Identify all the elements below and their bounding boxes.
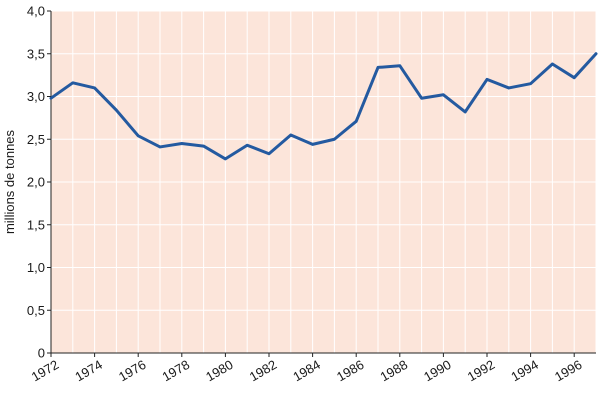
data-point xyxy=(202,144,205,148)
data-point xyxy=(224,157,227,161)
x-tick-label: 1986 xyxy=(334,357,367,384)
series xyxy=(49,52,598,161)
x-tick-label: 1972 xyxy=(29,357,62,384)
x-tick-label: 1996 xyxy=(552,357,585,384)
data-point xyxy=(158,145,162,149)
data-point xyxy=(115,108,118,112)
y-tick-label: 3,0 xyxy=(27,89,45,104)
x-tick-label: 1980 xyxy=(203,357,236,384)
y-tick-labels: 0 0,5 1,0 1,5 2,0 2,5 3,0 3,5 4,0 xyxy=(27,4,51,361)
data-point xyxy=(71,81,75,85)
x-tick-label: 1982 xyxy=(247,357,280,384)
x-tick-label: 1992 xyxy=(465,357,498,384)
data-point xyxy=(551,62,554,66)
data-point xyxy=(355,120,358,123)
data-point xyxy=(442,93,445,96)
data-point xyxy=(137,134,140,138)
y-tick-label: 0 xyxy=(38,346,45,361)
x-tick-label: 1990 xyxy=(421,357,454,384)
x-tick-label: 1994 xyxy=(508,357,541,384)
data-point xyxy=(333,138,336,141)
data-point xyxy=(49,97,53,100)
x-tick-label: 1988 xyxy=(378,357,411,384)
y-tick-label: 2,5 xyxy=(27,132,45,147)
y-tick-label: 4,0 xyxy=(27,4,45,19)
data-point xyxy=(180,142,183,145)
y-tick-label: 1,5 xyxy=(27,217,45,232)
x-tick-label: 1976 xyxy=(116,357,149,384)
data-point xyxy=(420,97,423,100)
data-point xyxy=(398,64,401,67)
data-point xyxy=(289,133,292,137)
y-tick-label: 1,0 xyxy=(27,260,45,275)
data-point xyxy=(376,66,380,69)
x-tick-labels: 1972 1974 1976 1978 1980 1982 1984 1986 1988 1990… xyxy=(29,353,585,384)
data-point xyxy=(507,86,510,90)
grid xyxy=(51,10,597,353)
data-point xyxy=(311,143,314,146)
x-tick-label: 1974 xyxy=(72,357,105,384)
y-tick-label: 2,0 xyxy=(27,175,45,190)
y-tick-label: 0,5 xyxy=(27,303,45,318)
data-point xyxy=(464,110,467,114)
series-line xyxy=(49,52,598,161)
x-tick-label: 1984 xyxy=(290,357,323,384)
y-axis-title: millions de tonnes xyxy=(2,129,17,234)
data-point xyxy=(485,78,489,81)
x-tick-label: 1978 xyxy=(160,357,193,384)
data-point xyxy=(93,86,96,90)
data-point xyxy=(573,76,576,79)
y-tick-label: 3,5 xyxy=(27,46,45,61)
data-point xyxy=(267,152,271,155)
data-point xyxy=(594,52,598,55)
data-point xyxy=(529,82,532,85)
data-point xyxy=(246,144,249,147)
